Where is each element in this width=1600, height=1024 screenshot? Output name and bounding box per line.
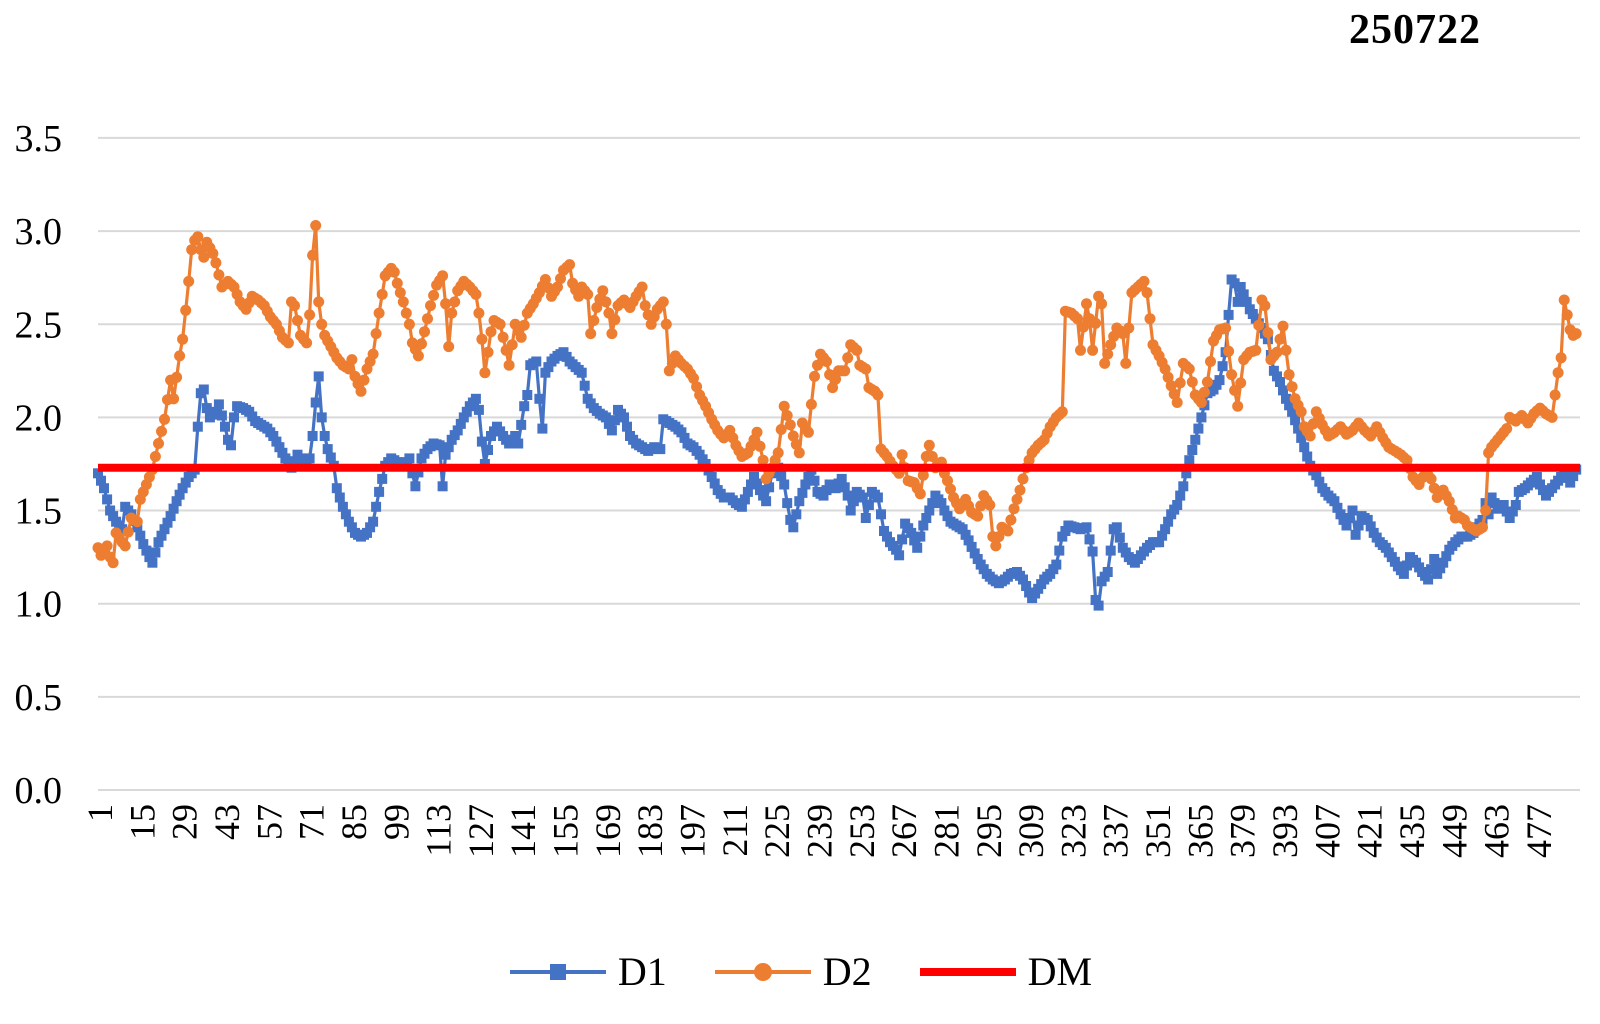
svg-text:85: 85 — [334, 804, 374, 840]
svg-text:43: 43 — [207, 804, 247, 840]
svg-text:463: 463 — [1477, 804, 1517, 858]
legend-label-d2: D2 — [822, 949, 872, 994]
svg-text:2.0: 2.0 — [15, 397, 63, 439]
svg-text:169: 169 — [588, 804, 628, 858]
svg-text:239: 239 — [800, 804, 840, 858]
svg-text:197: 197 — [673, 804, 713, 858]
svg-text:3.0: 3.0 — [15, 211, 63, 253]
svg-text:449: 449 — [1434, 804, 1474, 858]
chart-title: 250722 — [1349, 7, 1481, 53]
svg-text:365: 365 — [1180, 804, 1220, 858]
svg-text:477: 477 — [1519, 804, 1559, 858]
svg-text:29: 29 — [165, 804, 205, 840]
svg-text:435: 435 — [1392, 804, 1432, 858]
svg-text:0.5: 0.5 — [15, 677, 63, 719]
d2-line-circle-icon — [714, 962, 811, 981]
svg-text:57: 57 — [249, 804, 289, 840]
svg-text:323: 323 — [1053, 804, 1093, 858]
svg-text:253: 253 — [842, 804, 882, 858]
dm-line-icon — [919, 967, 1016, 976]
svg-text:113: 113 — [419, 804, 459, 857]
svg-text:3.5: 3.5 — [15, 118, 63, 160]
svg-text:393: 393 — [1265, 804, 1305, 858]
svg-text:0.0: 0.0 — [15, 770, 63, 812]
svg-text:2.5: 2.5 — [15, 304, 63, 346]
svg-text:351: 351 — [1138, 804, 1178, 858]
svg-text:379: 379 — [1223, 804, 1263, 858]
chart-legend: D1 D2 DM — [0, 948, 1600, 995]
chart-area: 0.0 0.5 1.0 1.5 2.0 2.5 3.0 3.5 1 15 29 43 57 71 85 99 1… — [15, 118, 1582, 858]
svg-text:267: 267 — [884, 804, 924, 858]
svg-text:309: 309 — [1011, 804, 1051, 858]
svg-text:1: 1 — [80, 804, 120, 822]
svg-text:71: 71 — [292, 804, 332, 840]
legend-item-d2: D2 — [713, 948, 872, 995]
svg-text:99: 99 — [376, 804, 416, 840]
svg-text:211: 211 — [715, 804, 755, 857]
svg-text:1.0: 1.0 — [15, 584, 63, 626]
line-chart-svg: 0.00.51.01.52.02.53.03.51 15 29 43 57 71 85 99 1… — [15, 118, 1582, 858]
svg-text:183: 183 — [630, 804, 670, 858]
svg-text:295: 295 — [969, 804, 1009, 858]
svg-text:1.5: 1.5 — [15, 491, 63, 533]
svg-text:407: 407 — [1307, 804, 1347, 858]
svg-text:281: 281 — [926, 804, 966, 858]
svg-text:127: 127 — [461, 804, 501, 858]
svg-text:421: 421 — [1350, 804, 1390, 858]
d1-line-square-icon — [509, 963, 606, 980]
legend-label-d1: D1 — [617, 949, 667, 994]
legend-label-dm: DM — [1027, 949, 1093, 994]
svg-text:225: 225 — [757, 804, 797, 858]
svg-text:155: 155 — [546, 804, 586, 858]
svg-text:337: 337 — [1096, 804, 1136, 858]
legend-item-d1: D1 — [508, 948, 667, 995]
legend-item-dm: DM — [918, 948, 1092, 995]
svg-text:15: 15 — [122, 804, 162, 840]
svg-text:141: 141 — [503, 804, 543, 858]
